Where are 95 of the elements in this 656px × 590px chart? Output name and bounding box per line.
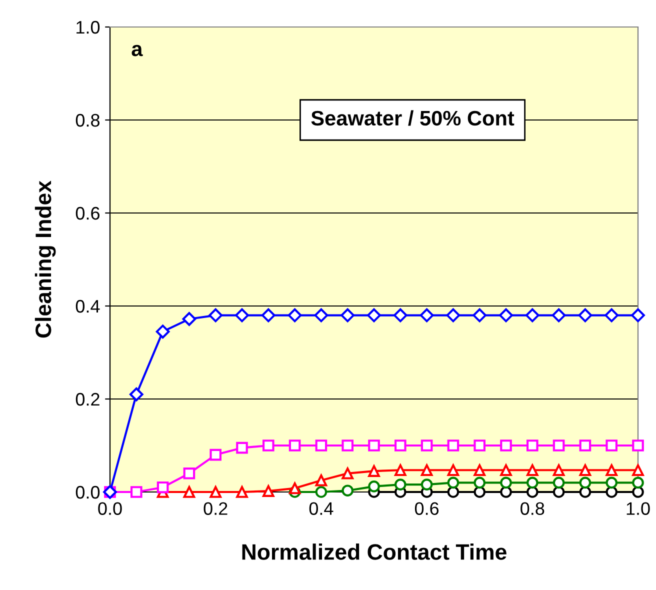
point (447, 440, 460, 452)
point (368, 440, 380, 452)
point (342, 440, 354, 452)
point (579, 476, 592, 489)
annotation: Seawater / 50% Cont (311, 110, 514, 126)
point (500, 464, 512, 476)
point (130, 486, 142, 498)
x-tick-label: 1.0 (626, 502, 650, 515)
point (526, 486, 538, 498)
point (315, 440, 328, 452)
point (474, 486, 486, 498)
point (288, 482, 301, 494)
point (208, 308, 223, 322)
point (182, 312, 196, 326)
point (526, 476, 538, 489)
point (500, 440, 512, 452)
point (394, 464, 406, 476)
x-tick-label: 0.4 (309, 502, 334, 515)
point (342, 467, 354, 480)
y-tick-label: 0.0 (76, 486, 100, 499)
point (394, 478, 406, 490)
annotation: a (132, 44, 143, 56)
point (183, 486, 196, 498)
point (632, 440, 644, 452)
point (261, 308, 276, 322)
point (552, 440, 565, 452)
y-tick-label: 0.2 (76, 392, 100, 406)
point (525, 308, 540, 322)
x-tick-label: 0.2 (204, 502, 228, 515)
x-tick-label: 0.8 (520, 502, 544, 515)
point (474, 464, 486, 476)
point (420, 440, 433, 452)
point (393, 308, 408, 322)
point (236, 486, 248, 498)
point (631, 308, 645, 322)
point (499, 308, 513, 322)
point (606, 476, 618, 489)
point (552, 476, 565, 489)
point (288, 308, 302, 322)
y-tick-label: 0.6 (76, 206, 100, 220)
point (552, 308, 566, 322)
point (315, 486, 328, 498)
point (472, 308, 487, 322)
point (579, 486, 592, 498)
point (606, 440, 618, 452)
point (314, 308, 328, 322)
point (262, 440, 274, 452)
point (156, 481, 169, 494)
point (446, 308, 460, 322)
point (262, 485, 274, 497)
point (447, 476, 460, 489)
point (288, 440, 301, 452)
point (235, 308, 249, 322)
point (552, 486, 565, 498)
point (579, 440, 592, 452)
point (579, 464, 592, 476)
point (500, 486, 512, 498)
point (447, 464, 460, 476)
point (129, 387, 144, 402)
point (420, 308, 434, 322)
point (578, 308, 592, 322)
point (604, 308, 619, 322)
point (420, 478, 433, 490)
point (236, 442, 248, 454)
x-axis-title: Normalized Contact Time (242, 544, 506, 560)
point (632, 464, 644, 476)
point (526, 464, 538, 476)
y-tick-label: 0.4 (76, 300, 100, 313)
point (183, 467, 196, 480)
point (367, 308, 381, 322)
point (474, 476, 486, 489)
point (210, 486, 222, 498)
y-axis-title: Cleaning Index (34, 180, 56, 338)
point (500, 476, 512, 489)
point (632, 486, 644, 498)
x-tick-label: 0.0 (98, 502, 122, 515)
point (606, 464, 618, 476)
point (315, 474, 328, 486)
point (632, 476, 644, 489)
point (526, 440, 538, 452)
y-tick-label: 0.8 (76, 114, 100, 127)
point (210, 448, 222, 461)
point (447, 486, 460, 498)
point (342, 484, 354, 497)
point (156, 324, 170, 339)
point (368, 480, 380, 492)
point (420, 464, 433, 476)
point (606, 486, 618, 498)
point (474, 440, 486, 452)
y-tick-label: 1.0 (76, 20, 100, 34)
point (340, 308, 355, 322)
point (394, 440, 406, 452)
point (368, 465, 380, 477)
point (552, 464, 565, 476)
x-tick-label: 0.6 (414, 502, 439, 515)
